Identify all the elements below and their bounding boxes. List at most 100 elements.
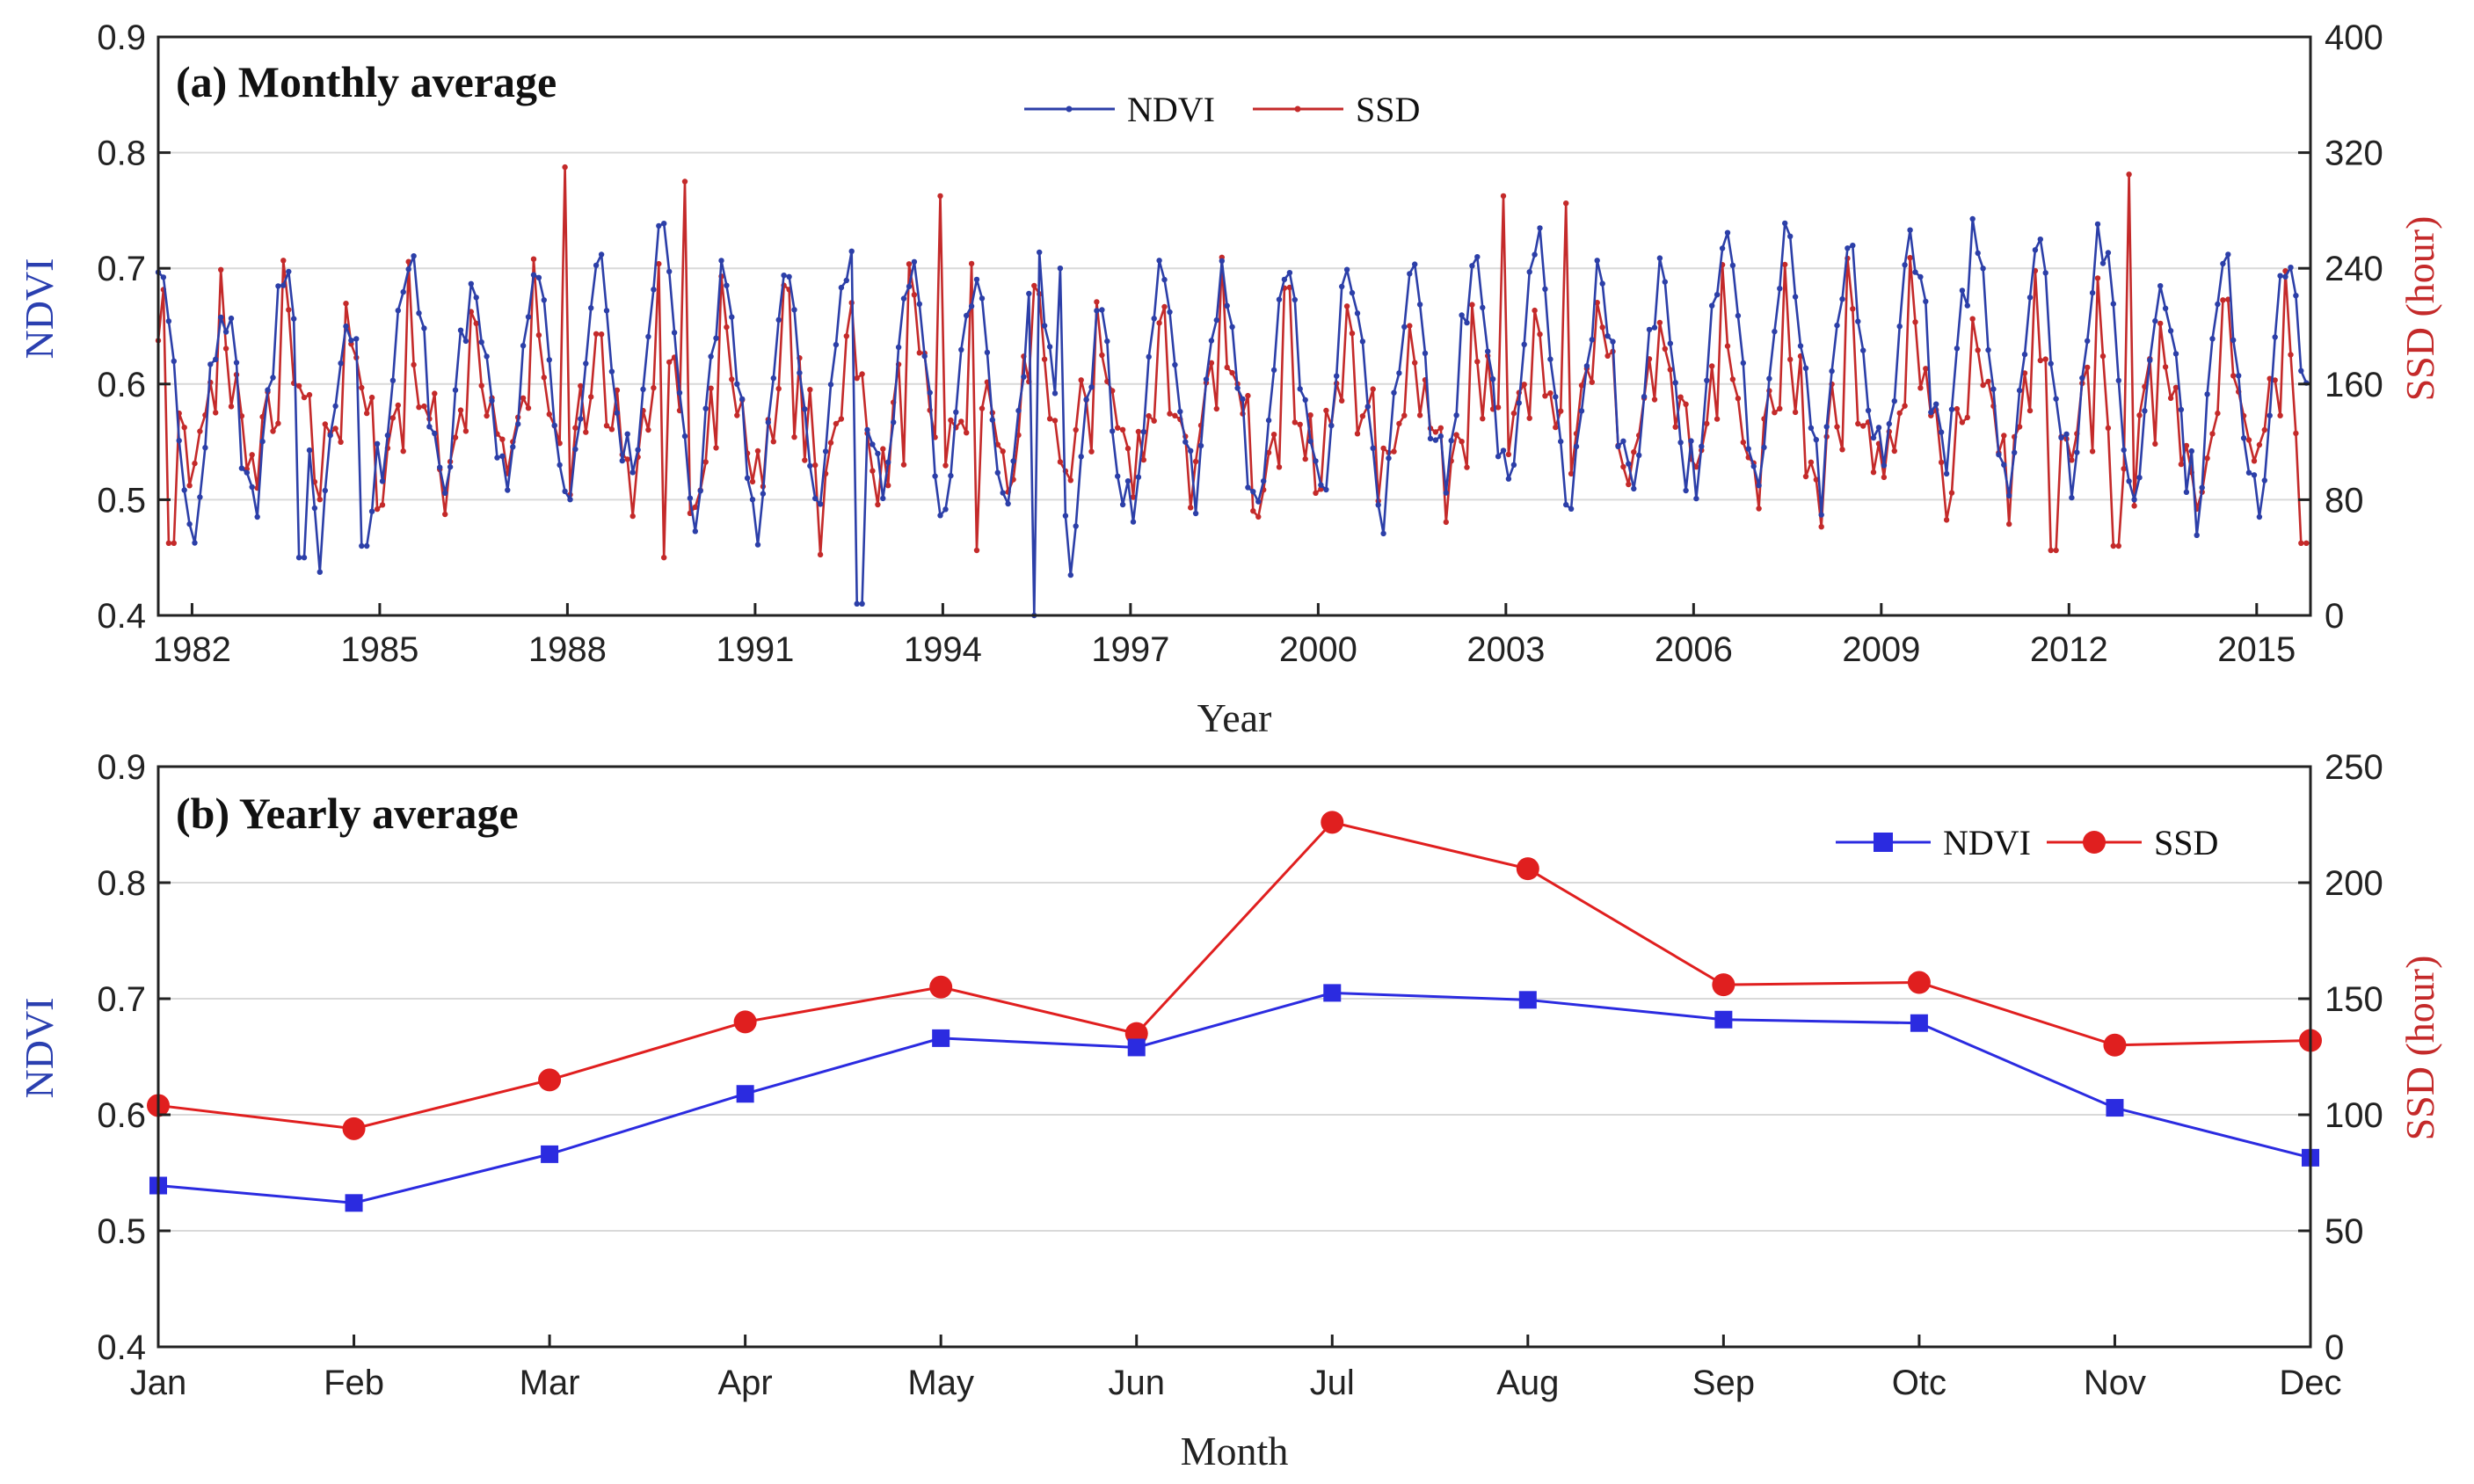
ndvi-monthly-point	[1709, 302, 1715, 309]
ndvi-monthly-point	[843, 277, 849, 284]
ssd-monthly-point	[332, 426, 338, 432]
ndvi-monthly-point	[1777, 286, 1783, 292]
ssd-monthly-point	[802, 457, 808, 463]
ndvi-monthly-point	[895, 344, 902, 351]
ndvi-monthly-point	[953, 409, 959, 415]
ndvi-monthly-point	[557, 462, 563, 469]
ndvi-monthly-point	[1558, 438, 1564, 445]
yearly-right-axis-label: SSD (hour)	[2398, 956, 2442, 1141]
ssd-monthly-point	[1594, 300, 1600, 306]
ssd-monthly-point	[2256, 441, 2263, 448]
ssd-monthly-point	[1714, 416, 1721, 422]
ndvi-monthly-point	[629, 469, 636, 476]
ndvi-monthly-point	[1334, 373, 1340, 379]
ssd-monthly-point	[2089, 448, 2096, 455]
ndvi-monthly-point	[1156, 258, 1162, 264]
ssd-monthly-point	[598, 331, 605, 338]
ndvi-monthly-point	[1839, 296, 1845, 302]
ssd-monthly-point	[578, 382, 584, 389]
ssd-monthly-point	[1343, 303, 1350, 309]
ndvi-monthly-point	[635, 447, 641, 453]
ssd-monthly-point	[499, 436, 506, 442]
ndvi-monthly-point	[265, 387, 271, 393]
ssd-monthly-point	[2288, 352, 2294, 358]
ndvi-monthly-point	[1938, 429, 1945, 435]
ssd-yearly-point	[342, 1117, 366, 1140]
ndvi-monthly-point	[484, 353, 490, 360]
ssd-monthly-point	[870, 468, 876, 474]
ssd-monthly-point	[1229, 369, 1235, 376]
ndvi-monthly-point	[1797, 343, 1804, 349]
ndvi-yearly-point	[2106, 1099, 2124, 1117]
ssd-monthly-point	[1135, 428, 1142, 435]
ndvi-monthly-point	[588, 305, 594, 311]
ndvi-monthly-point	[1954, 346, 1961, 352]
y-tick-label-right: 150	[2325, 980, 2383, 1019]
ndvi-monthly-point	[1677, 440, 1684, 446]
yearly-panel-title: (b) Yearly average	[176, 789, 519, 838]
ndvi-monthly-point	[2074, 449, 2080, 455]
y-tick-label-left: 0.4	[97, 597, 146, 636]
ndvi-monthly-point	[1495, 454, 1502, 460]
ndvi-yearly-point	[1127, 1038, 1146, 1057]
ndvi-monthly-point	[2298, 367, 2304, 374]
ndvi-monthly-point	[681, 433, 688, 440]
ndvi-monthly-point	[1364, 404, 1372, 410]
ssd-monthly-point	[2251, 458, 2258, 464]
ssd-monthly-point	[2094, 275, 2101, 281]
ndvi-monthly-point	[1818, 512, 1824, 518]
ssd-monthly-point	[838, 416, 845, 422]
ssd-monthly-point	[1459, 439, 1465, 445]
ndvi-monthly-point	[1370, 445, 1376, 451]
ndvi-monthly-point	[2261, 477, 2267, 484]
ssd-monthly-point	[1672, 424, 1678, 430]
ndvi-monthly-point	[979, 295, 986, 302]
ssd-monthly-point	[181, 425, 187, 431]
ndvi-monthly-point	[1772, 328, 1778, 335]
ndvi-monthly-point	[1542, 286, 1548, 292]
ndvi-monthly-point	[1459, 312, 1465, 318]
ssd-monthly-point	[280, 258, 287, 264]
ssd-monthly-point	[421, 403, 427, 410]
ssd-monthly-point	[588, 394, 594, 400]
ssd-monthly-point	[843, 333, 849, 339]
ssd-monthly-point	[900, 462, 907, 468]
ndvi-monthly-point	[1996, 451, 2002, 458]
ssd-monthly-point	[1954, 405, 1961, 412]
yearly-chart-panel: 0.4 0.5 0.6 0.7 0.8 0.9 0 50 100 150 200 250 Jan Feb M…	[17, 748, 2442, 1473]
ssd-monthly-point	[1896, 410, 1903, 417]
ssd-monthly-point	[1891, 447, 1897, 455]
ndvi-monthly-point	[2188, 447, 2194, 455]
ssd-monthly-point	[1255, 513, 1262, 520]
ndvi-monthly-point	[2006, 492, 2012, 498]
ndvi-monthly-point	[1792, 294, 1799, 300]
ndvi-monthly-point	[802, 406, 808, 412]
ssd-monthly-point	[885, 483, 891, 489]
ssd-monthly-point	[1631, 449, 1637, 455]
ndvi-yearly-point	[1714, 1010, 1733, 1029]
ssd-monthly-point	[629, 513, 636, 520]
legend-ndvi-label: NDVI	[1127, 90, 1215, 129]
ndvi-monthly-point	[739, 396, 746, 403]
ndvi-monthly-point	[1553, 394, 1559, 400]
ndvi-monthly-point	[2209, 336, 2216, 342]
x-tick-label: Feb	[324, 1364, 384, 1402]
ndvi-monthly-point	[770, 375, 776, 382]
x-tick-label: 2015	[2217, 630, 2296, 669]
ndvi-monthly-point	[760, 491, 767, 497]
ssd-monthly-point	[1495, 404, 1502, 411]
ssd-monthly-point	[1626, 481, 1632, 488]
ndvi-monthly-point	[160, 274, 167, 280]
ssd-monthly-point	[2026, 407, 2034, 414]
x-tick-label: 1982	[153, 630, 231, 669]
ndvi-monthly-point	[1923, 298, 1929, 305]
ndvi-monthly-point	[1860, 347, 1866, 353]
ssd-monthly-point	[1667, 367, 1674, 373]
ssd-monthly-point	[1250, 508, 1256, 514]
ssd-monthly-point	[343, 301, 349, 307]
ssd-monthly-point	[770, 439, 776, 445]
ndvi-monthly-point	[2042, 270, 2048, 276]
ndvi-monthly-point	[1391, 389, 1397, 396]
ndvi-monthly-point	[1782, 220, 1788, 227]
ndvi-monthly-point	[176, 438, 182, 444]
